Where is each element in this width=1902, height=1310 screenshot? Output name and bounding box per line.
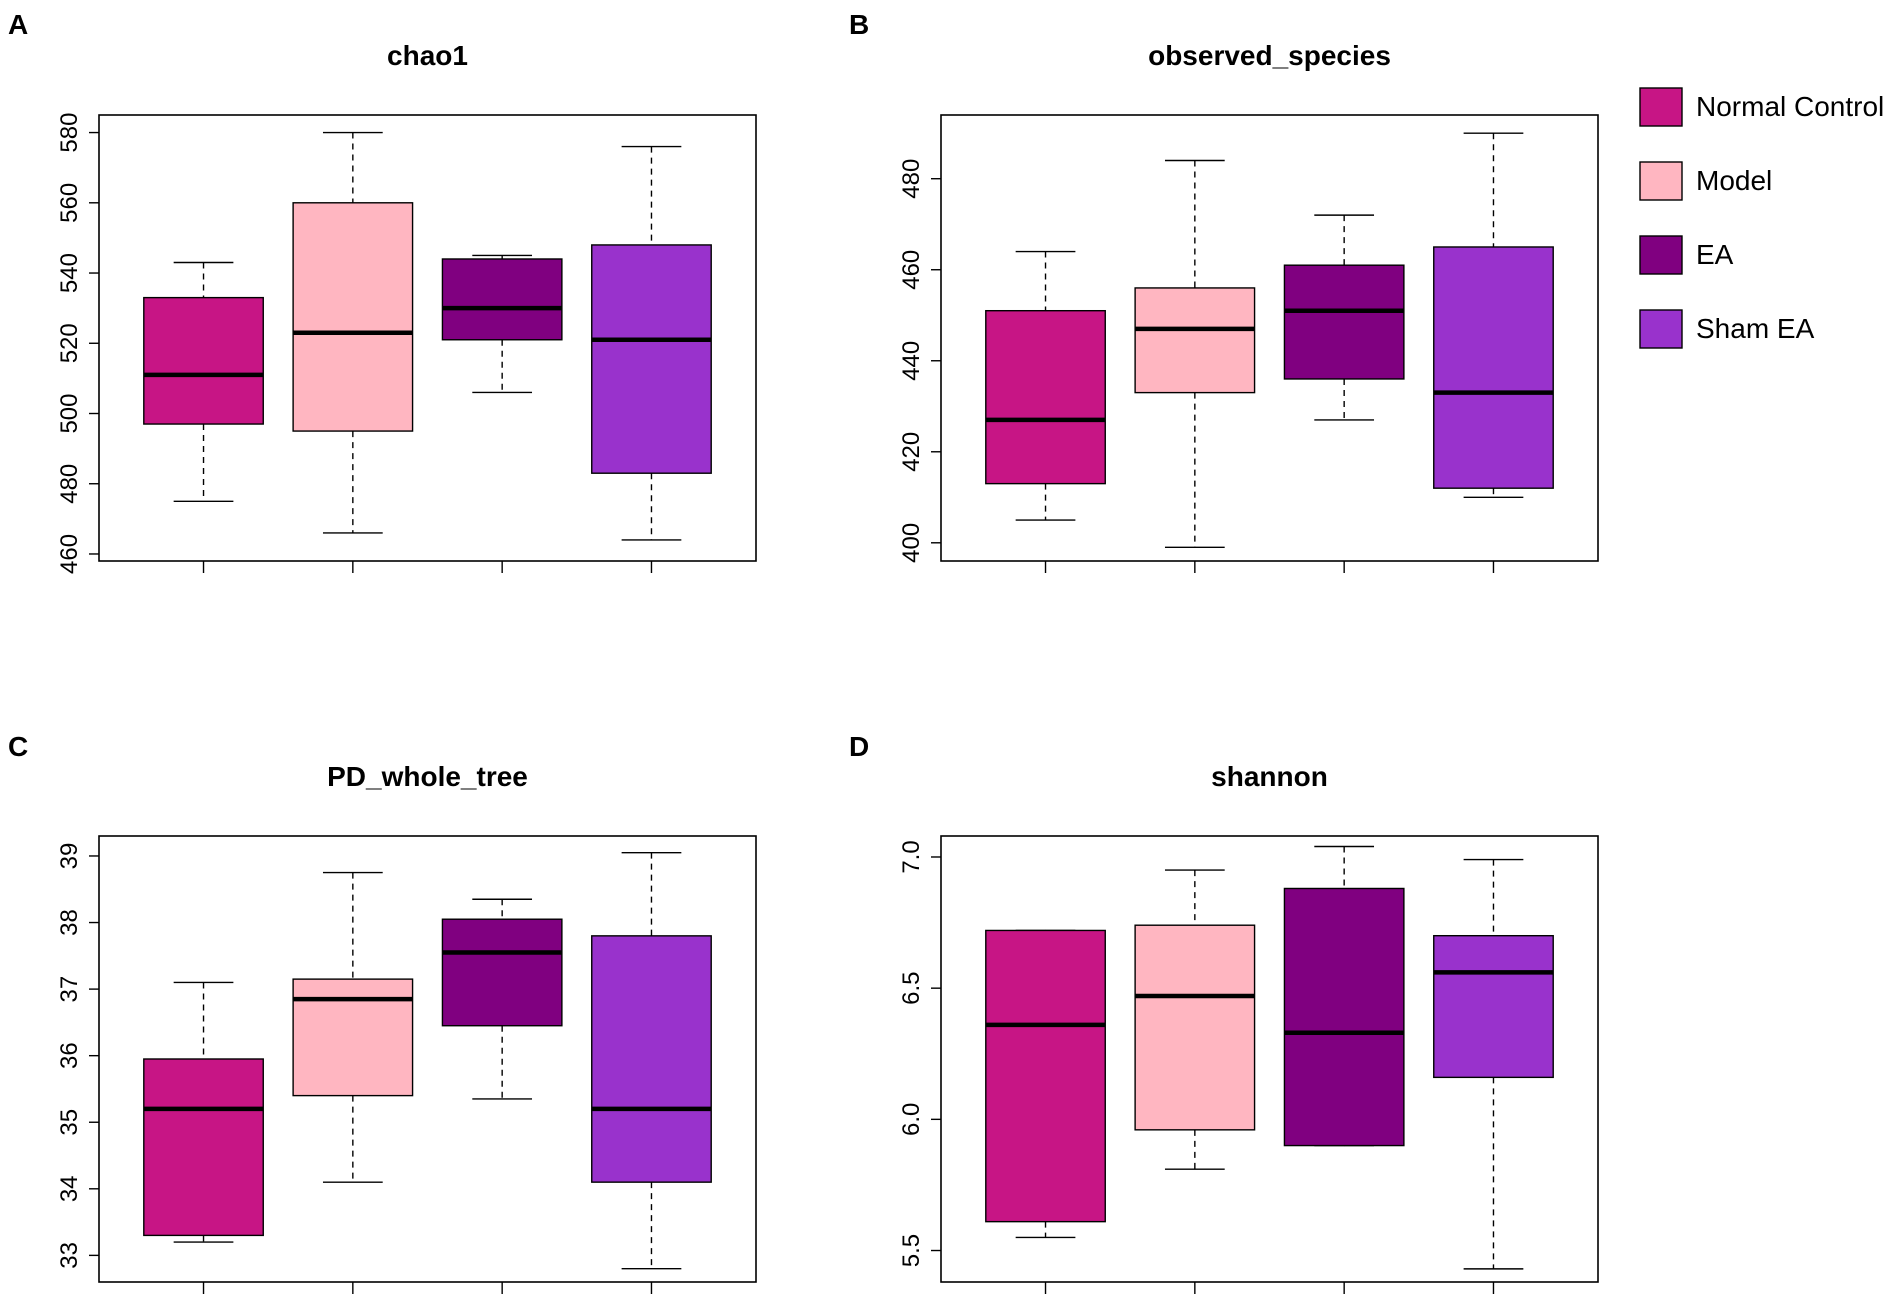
chart-title: PD_whole_tree <box>327 761 528 792</box>
box-normal-control <box>143 981 264 1243</box>
iqr-box <box>1134 287 1256 394</box>
y-tick-label: 480 <box>898 159 925 199</box>
chart-title: shannon <box>1211 761 1328 792</box>
y-tick-label: 580 <box>56 113 83 153</box>
iqr-box <box>143 1058 264 1237</box>
iqr-box <box>591 244 712 474</box>
y-tick-label: 540 <box>56 253 83 293</box>
y-tick-label: 7.0 <box>898 840 925 873</box>
iqr-box <box>1433 934 1554 1079</box>
iqr-box <box>591 935 712 1183</box>
plot-frame <box>940 835 1599 1283</box>
legend-swatch <box>1639 161 1683 201</box>
iqr-box <box>1433 246 1554 489</box>
plot-frame <box>98 835 757 1283</box>
y-tick-label: 6.0 <box>898 1103 925 1136</box>
panel-letter: A <box>8 9 28 40</box>
box-model <box>1134 159 1256 549</box>
box-model <box>1134 869 1256 1170</box>
box-ea <box>441 254 563 394</box>
y-tick-label: 35 <box>56 1109 83 1136</box>
box-ea <box>441 898 563 1100</box>
y-tick-label: 480 <box>56 464 83 504</box>
y-tick-label: 6.5 <box>898 971 925 1004</box>
box-sham-ea <box>1433 132 1554 498</box>
iqr-box <box>1283 264 1405 380</box>
box-normal-control <box>985 929 1106 1239</box>
legend-swatch <box>1639 309 1683 349</box>
iqr-box <box>441 918 563 1027</box>
y-tick-label: 33 <box>56 1242 83 1269</box>
iqr-box <box>441 258 563 341</box>
y-tick-label: 400 <box>898 523 925 563</box>
box-ea <box>1283 214 1405 421</box>
panel-letter: B <box>849 9 869 40</box>
legend-label: Sham EA <box>1696 313 1815 344</box>
y-tick-label: 420 <box>898 432 925 472</box>
y-tick-label: 520 <box>56 323 83 363</box>
y-tick-label: 500 <box>56 393 83 433</box>
box-model <box>292 131 414 534</box>
y-tick-label: 34 <box>56 1175 83 1202</box>
y-tick-label: 440 <box>898 341 925 381</box>
y-tick-label: 5.5 <box>898 1234 925 1267</box>
box-normal-control <box>143 261 264 502</box>
y-tick-label: 36 <box>56 1042 83 1069</box>
iqr-box <box>292 202 414 432</box>
legend-swatch <box>1639 87 1683 127</box>
plot-frame <box>940 114 1599 562</box>
panel-letter: C <box>8 731 28 762</box>
legend-swatch <box>1639 235 1683 275</box>
box-model <box>292 871 414 1183</box>
iqr-box <box>292 978 414 1097</box>
y-tick-label: 460 <box>56 534 83 574</box>
plot-frame <box>98 114 757 562</box>
y-tick-label: 38 <box>56 909 83 936</box>
iqr-box <box>1283 887 1405 1147</box>
box-sham-ea <box>591 145 712 541</box>
legend-label: Normal Control <box>1696 91 1884 122</box>
panel-c: C PD_whole_tree 33 34 35 36 37 38 39 <box>8 731 757 1294</box>
chart-title: chao1 <box>387 40 468 71</box>
legend-label: EA <box>1696 239 1734 270</box>
y-tick-label: 460 <box>898 250 925 290</box>
legend-label: Model <box>1696 165 1772 196</box>
chart-title: observed_species <box>1148 40 1391 71</box>
box-sham-ea <box>1433 858 1554 1270</box>
box-ea <box>1283 845 1405 1147</box>
iqr-box <box>985 309 1106 485</box>
iqr-box <box>1134 924 1256 1131</box>
box-normal-control <box>985 250 1106 521</box>
y-tick-label: 39 <box>56 843 83 870</box>
box-sham-ea <box>591 851 712 1270</box>
iqr-box <box>143 296 264 425</box>
panel-letter: D <box>849 731 869 762</box>
y-tick-label: 560 <box>56 183 83 223</box>
iqr-box <box>985 929 1106 1223</box>
legend: Normal Control Model EA Sham EA <box>1639 87 1884 349</box>
y-tick-label: 37 <box>56 976 83 1003</box>
